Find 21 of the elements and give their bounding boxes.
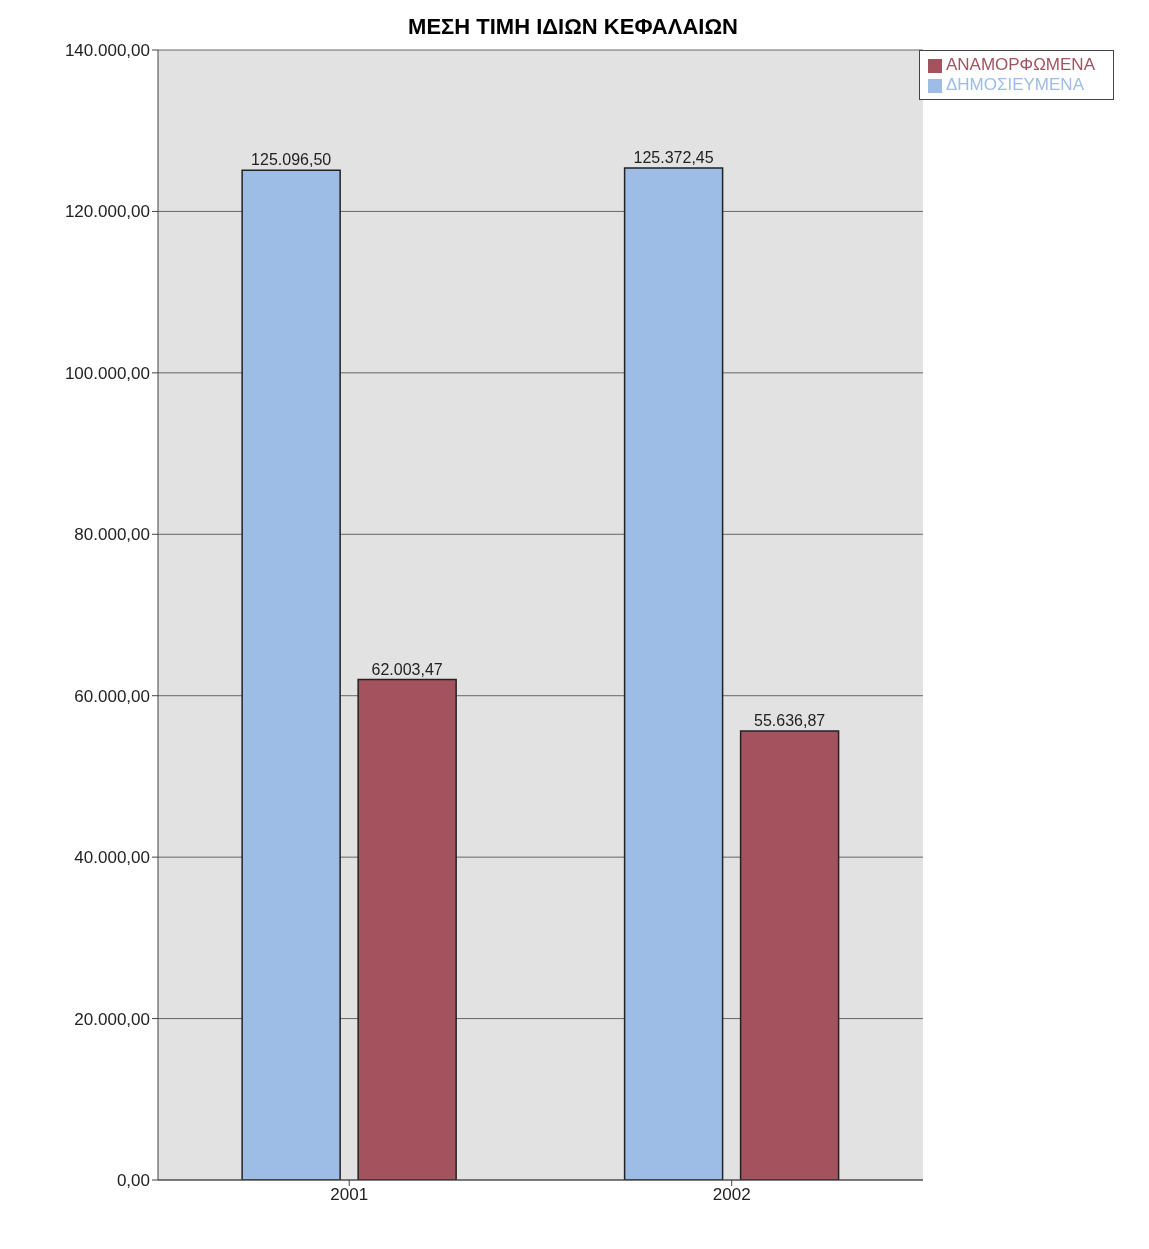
legend-label: ΔΗΜΟΣΙΕΥΜΕΝΑ	[945, 75, 1084, 94]
x-tick-label: 2002	[712, 1185, 751, 1205]
y-tick-label: 80.000,00	[74, 525, 150, 545]
y-tick-label: 40.000,00	[74, 848, 150, 868]
x-tick-label: 2001	[330, 1185, 369, 1205]
chart-title: ΜΕΣΗ ΤΙΜΗ ΙΔΙΩΝ ΚΕΦΑΛΑΙΩΝ	[407, 13, 739, 40]
bar	[241, 169, 341, 1180]
data-label: 125.096,50	[251, 151, 332, 169]
bar	[357, 678, 457, 1180]
y-tick-label: 120.000,00	[64, 202, 150, 222]
y-tick-label: 100.000,00	[64, 363, 150, 383]
y-tick-label: 60.000,00	[74, 686, 150, 706]
y-tick-label: 140.000,00	[64, 41, 150, 61]
y-tick-label: 20.000,00	[74, 1009, 150, 1029]
data-label: 62.003,47	[371, 660, 443, 678]
legend-label: ΑΝΑΜΟΡΦΩΜΕΝΑ	[945, 55, 1095, 74]
data-label: 55.636,87	[754, 711, 826, 729]
y-tick-label: 0,00	[116, 1171, 150, 1191]
bar	[739, 730, 840, 1180]
data-label: 125.372,45	[633, 149, 714, 167]
bar	[623, 167, 724, 1180]
